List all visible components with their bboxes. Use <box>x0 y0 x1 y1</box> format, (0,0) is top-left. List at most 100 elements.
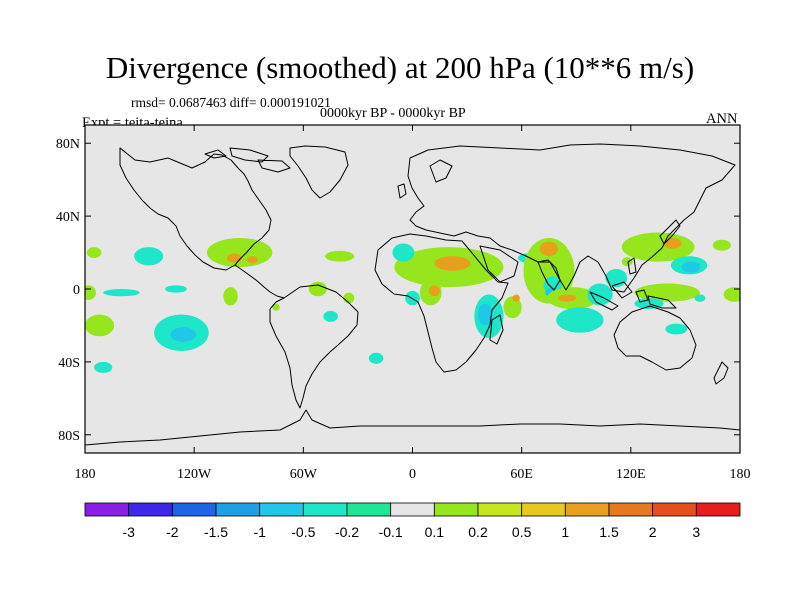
lon-tick-label: 180 <box>730 467 751 482</box>
divergence-region <box>428 285 440 297</box>
colorbar-swatch <box>390 502 435 517</box>
divergence-region <box>223 287 238 306</box>
colorbar-swatch <box>84 502 130 517</box>
colorbar-swatch <box>695 502 741 517</box>
divergence-region <box>539 241 559 257</box>
colorbar-label: -0.2 <box>335 524 359 540</box>
divergence-region <box>621 257 633 267</box>
lat-tick-label: 40N <box>56 210 80 225</box>
divergence-region <box>323 310 338 322</box>
colorbar-swatch <box>608 502 654 517</box>
divergence-region <box>405 290 420 306</box>
divergence-region <box>246 256 258 264</box>
divergence-region <box>663 237 682 249</box>
period-subtitle: 0000kyr BP - 0000kyr BP <box>320 106 466 121</box>
divergence-region <box>523 237 575 304</box>
divergence-region <box>558 294 577 302</box>
divergence-region <box>272 303 280 311</box>
divergence-region <box>206 237 273 268</box>
colorbar-swatch <box>346 502 392 517</box>
lon-tick-label: 120W <box>177 467 212 482</box>
divergence-region <box>503 296 522 319</box>
coastline-arctic-islands <box>204 147 291 173</box>
season-label: ANN <box>706 111 738 127</box>
divergence-region <box>681 261 700 273</box>
lon-tick-label: 120E <box>616 467 646 482</box>
figure-title: Divergence (smoothed) at 200 hPa (10**6 … <box>105 50 695 85</box>
divergence-region <box>665 323 688 335</box>
colorbar-swatch <box>521 502 566 517</box>
lon-tick-label: 0 <box>409 467 416 482</box>
coastline-central-america <box>234 264 285 299</box>
lat-tick-label: 0 <box>73 283 80 298</box>
divergence-region <box>587 283 613 306</box>
divergence-region <box>103 289 140 297</box>
colorbar-labels: -3 -2 -1.5 -1 -0.5 -0.2 -0.1 0.1 0.2 0.5 1 1.5 2 3 <box>122 524 700 540</box>
coastline-madagascar <box>489 314 504 345</box>
colorbar-swatch <box>215 502 261 517</box>
coastlines <box>85 143 740 446</box>
coastline-arabia <box>479 245 519 283</box>
coastline-antarctica <box>85 409 740 446</box>
colorbar <box>84 502 741 517</box>
colorbar-swatch <box>433 502 479 517</box>
coastline-maritime-asia <box>589 257 677 311</box>
divergence-region <box>325 250 355 262</box>
divergence-region <box>134 247 164 266</box>
divergence-region <box>434 256 471 271</box>
divergence-region <box>694 294 706 302</box>
lon-tick-label: 180 <box>75 467 96 482</box>
colorbar-label: 0.1 <box>425 524 445 540</box>
divergence-region <box>512 294 520 302</box>
coastline-british-isles <box>397 159 453 199</box>
divergence-region <box>308 281 327 297</box>
colorbar-swatch <box>477 502 523 517</box>
colorbar-label: -3 <box>122 524 135 540</box>
divergence-region <box>634 283 700 302</box>
colorbar-label: 1.5 <box>599 524 619 540</box>
coastline-india <box>537 261 561 291</box>
colorbar-swatch <box>171 502 217 517</box>
axis-tick-labels: 80N 40N 0 40S 80S 180 120W 60W 0 60E 120E 180 <box>56 137 751 482</box>
coastline-australia <box>613 305 697 371</box>
divergence-region <box>94 361 113 373</box>
divergence-region <box>170 327 196 342</box>
colorbar-swatch <box>652 502 697 517</box>
rmsd-diff-stats: rmsd= 0.0687463 diff= 0.000191021 <box>131 95 331 110</box>
coastline-north-america <box>119 147 272 271</box>
divergence-region <box>343 292 355 304</box>
coastline-new-zealand <box>713 361 729 385</box>
colorbar-label: -0.5 <box>291 524 315 540</box>
divergence-region <box>86 247 102 259</box>
colorbar-label: -1 <box>253 524 266 540</box>
divergence-region <box>556 307 604 333</box>
coastline-eurasia <box>407 143 736 293</box>
colorbar-label: 3 <box>692 524 700 540</box>
lon-tick-label: 60E <box>510 467 533 482</box>
colorbar-label: 0.5 <box>512 524 532 540</box>
colorbar-swatch <box>302 502 348 517</box>
lat-tick-label: 80N <box>56 137 80 152</box>
map-background <box>85 125 740 453</box>
colorbar-label: -0.1 <box>379 524 403 540</box>
coastline-greenland <box>289 145 349 199</box>
divergence-region <box>723 287 740 302</box>
axis-ticks <box>84 125 741 453</box>
coastline-south-america <box>269 284 359 409</box>
divergence-region <box>712 239 731 251</box>
lon-tick-label: 60W <box>290 467 318 482</box>
colorbar-label: 0.2 <box>468 524 488 540</box>
colorbar-swatch <box>259 502 304 517</box>
colorbar-label: 2 <box>649 524 657 540</box>
divergence-region <box>368 352 384 364</box>
divergence-region <box>392 243 415 262</box>
colorbar-swatch <box>564 502 610 517</box>
divergence-field <box>85 232 740 373</box>
coastline-africa <box>374 233 509 373</box>
divergence-region <box>165 285 187 293</box>
divergence-region <box>85 285 96 300</box>
lat-tick-label: 40S <box>58 356 80 371</box>
colorbar-swatch <box>128 502 173 517</box>
coastline-japan <box>659 219 681 245</box>
